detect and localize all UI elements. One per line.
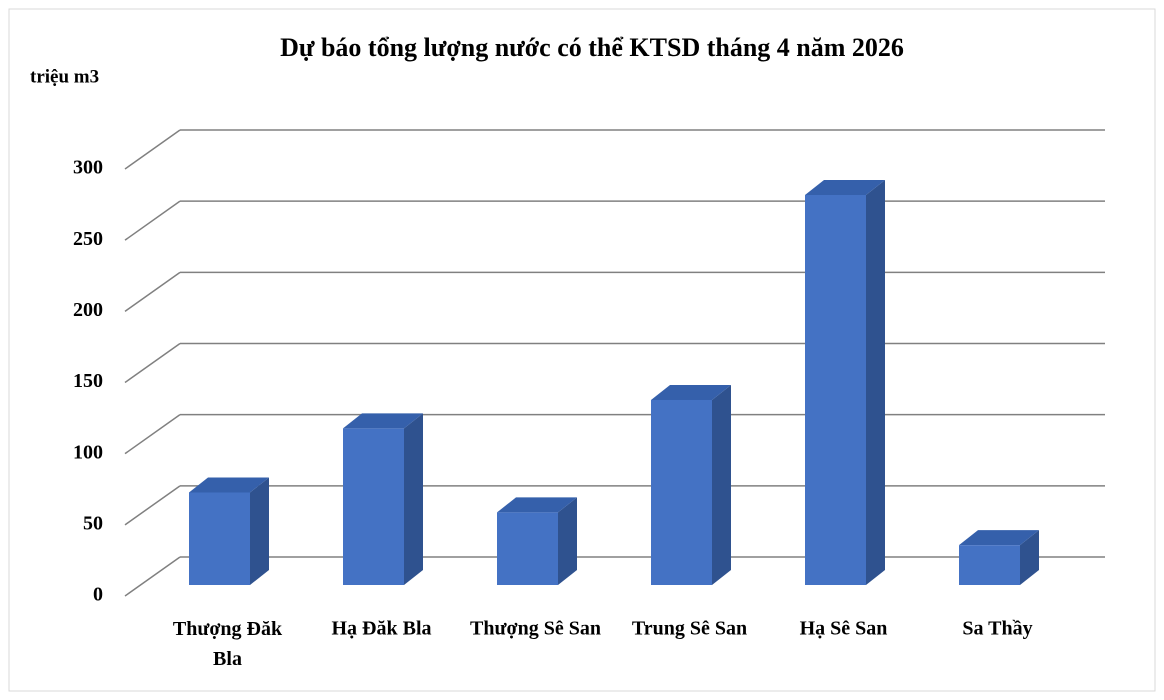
y-tick-label: 300 [73, 157, 103, 179]
bar-top [189, 477, 269, 493]
x-tick-label: Thượng Đăk Bla [173, 618, 283, 670]
y-tick-label: 150 [73, 370, 103, 392]
x-tick-label: Sa Thầy [962, 618, 1032, 640]
grid-line [124, 342, 181, 384]
bar-front [497, 512, 558, 585]
grid-line [124, 556, 181, 597]
bar-side [558, 497, 577, 585]
bar-top [805, 180, 885, 196]
y-axis-label: triệu m3 [30, 66, 99, 87]
y-tick-label: 0 [93, 584, 103, 606]
y-tick-label: 200 [73, 299, 103, 321]
bar [651, 384, 731, 585]
bar [343, 413, 423, 585]
chart-frame [8, 8, 1156, 692]
x-tick-label-line: Bla [213, 648, 242, 670]
grid-line [124, 200, 181, 241]
bar-side [250, 477, 269, 585]
x-tick-label: Hạ Sê San [800, 618, 888, 640]
grid-line [124, 414, 181, 455]
x-tick-label-line: Thượng Đăk [173, 618, 283, 640]
bar-front [343, 428, 404, 585]
bar-front [189, 492, 250, 585]
chart-title: Dự báo tổng lượng nước có thể KTSD tháng… [280, 33, 904, 62]
bar-top [651, 384, 731, 400]
bar-front [805, 195, 866, 586]
bar-top [343, 413, 423, 429]
bar [805, 180, 885, 586]
bar-front [651, 399, 712, 585]
bar-front [959, 545, 1020, 585]
bar-side [404, 413, 423, 585]
grid-line [124, 129, 181, 170]
x-tick-label: Thượng Sê San [470, 618, 601, 640]
grid-line [124, 271, 181, 312]
y-tick-label: 100 [73, 441, 103, 463]
x-tick-label: Trung Sê San [632, 618, 747, 640]
x-tick-label: Hạ Đăk Bla [331, 618, 431, 640]
bar-top [959, 530, 1039, 546]
bar [959, 530, 1039, 585]
y-tick-label: 50 [83, 512, 103, 534]
grid-line [124, 485, 181, 526]
y-tick-label: 250 [73, 228, 103, 250]
bar [497, 497, 577, 585]
bar [189, 477, 269, 585]
bar-side [866, 180, 885, 586]
bar-side [712, 384, 731, 585]
bar-side [1020, 530, 1039, 585]
bar-top [497, 497, 577, 513]
